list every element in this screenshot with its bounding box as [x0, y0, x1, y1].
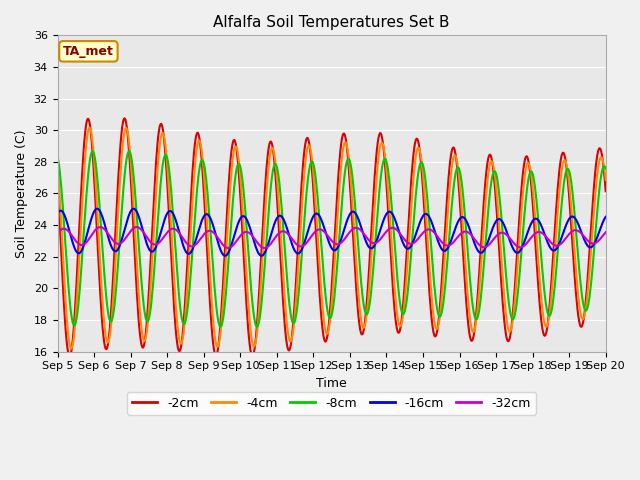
-32cm	[400, 236, 408, 241]
Title: Alfalfa Soil Temperatures Set B: Alfalfa Soil Temperatures Set B	[213, 15, 450, 30]
-8cm	[217, 324, 225, 330]
-2cm	[416, 147, 424, 153]
-2cm	[206, 301, 214, 307]
-32cm	[177, 231, 184, 237]
-4cm	[63, 324, 71, 330]
-16cm	[177, 233, 184, 239]
-2cm	[63, 345, 71, 351]
-8cm	[54, 154, 61, 160]
-8cm	[63, 270, 71, 276]
-32cm	[63, 228, 71, 233]
-8cm	[400, 311, 408, 317]
-32cm	[602, 229, 609, 235]
-32cm	[416, 234, 424, 240]
-2cm	[66, 354, 74, 360]
-16cm	[416, 220, 424, 226]
-4cm	[122, 126, 129, 132]
-4cm	[400, 308, 408, 313]
-4cm	[54, 160, 61, 166]
-2cm	[602, 188, 609, 194]
Y-axis label: Soil Temperature (C): Soil Temperature (C)	[15, 129, 28, 258]
Text: TA_met: TA_met	[63, 45, 114, 58]
-32cm	[54, 230, 61, 236]
-16cm	[400, 241, 408, 247]
Line: -4cm: -4cm	[58, 128, 605, 348]
-4cm	[416, 147, 424, 153]
-8cm	[121, 172, 129, 178]
-32cm	[260, 245, 268, 251]
-2cm	[400, 295, 408, 301]
-8cm	[602, 166, 609, 171]
-16cm	[602, 214, 609, 220]
-8cm	[177, 305, 184, 311]
-4cm	[206, 272, 214, 277]
-8cm	[89, 148, 97, 154]
-32cm	[120, 238, 128, 243]
X-axis label: Time: Time	[316, 377, 347, 390]
-4cm	[602, 177, 609, 183]
Line: -2cm: -2cm	[58, 118, 605, 357]
-32cm	[205, 228, 213, 234]
-16cm	[54, 211, 61, 216]
Line: -32cm: -32cm	[58, 227, 605, 248]
Line: -16cm: -16cm	[58, 209, 605, 256]
-4cm	[177, 341, 185, 347]
-16cm	[221, 253, 229, 259]
-2cm	[177, 344, 185, 349]
Line: -8cm: -8cm	[58, 151, 605, 327]
-2cm	[121, 115, 129, 121]
-4cm	[86, 125, 93, 131]
-32cm	[133, 224, 141, 230]
Legend: -2cm, -4cm, -8cm, -16cm, -32cm: -2cm, -4cm, -8cm, -16cm, -32cm	[127, 392, 536, 415]
-8cm	[205, 212, 213, 217]
-4cm	[67, 346, 75, 351]
-16cm	[93, 206, 101, 212]
-16cm	[63, 221, 71, 227]
-2cm	[122, 117, 129, 122]
-8cm	[416, 163, 424, 168]
-2cm	[54, 179, 61, 184]
-16cm	[205, 213, 213, 219]
-16cm	[121, 227, 129, 232]
